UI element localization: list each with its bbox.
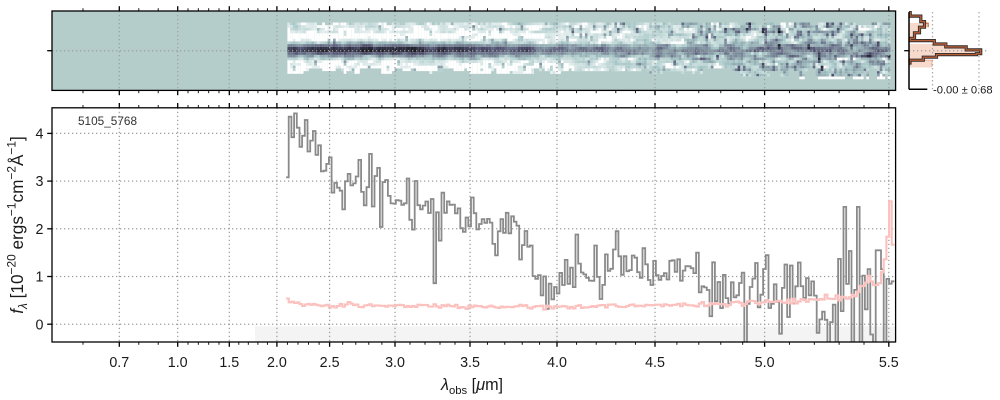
- svg-text:3: 3: [36, 174, 44, 190]
- svg-text:2: 2: [36, 222, 44, 238]
- svg-text:5.5: 5.5: [879, 355, 899, 371]
- svg-text:1.5: 1.5: [219, 355, 239, 371]
- svg-text:4.0: 4.0: [547, 355, 567, 371]
- svg-text:0: 0: [36, 317, 44, 333]
- svg-text:5.0: 5.0: [755, 355, 775, 371]
- svg-text:3.5: 3.5: [460, 355, 480, 371]
- svg-text:5105_5768: 5105_5768: [78, 114, 137, 128]
- svg-text:1.0: 1.0: [168, 355, 188, 371]
- svg-text:-0.00 ± 0.68: -0.00 ± 0.68: [933, 85, 993, 97]
- svg-text:2.0: 2.0: [267, 355, 287, 371]
- svg-text:4: 4: [36, 127, 44, 143]
- svg-text:3.0: 3.0: [385, 355, 405, 371]
- svg-text:0.7: 0.7: [109, 355, 129, 371]
- svg-text:1: 1: [36, 270, 44, 286]
- svg-text:2.5: 2.5: [320, 355, 340, 371]
- svg-text:fλ [10−20 ergs−1cm−2Å−1]: fλ [10−20 ergs−1cm−2Å−1]: [4, 136, 29, 314]
- svg-text:4.5: 4.5: [645, 355, 665, 371]
